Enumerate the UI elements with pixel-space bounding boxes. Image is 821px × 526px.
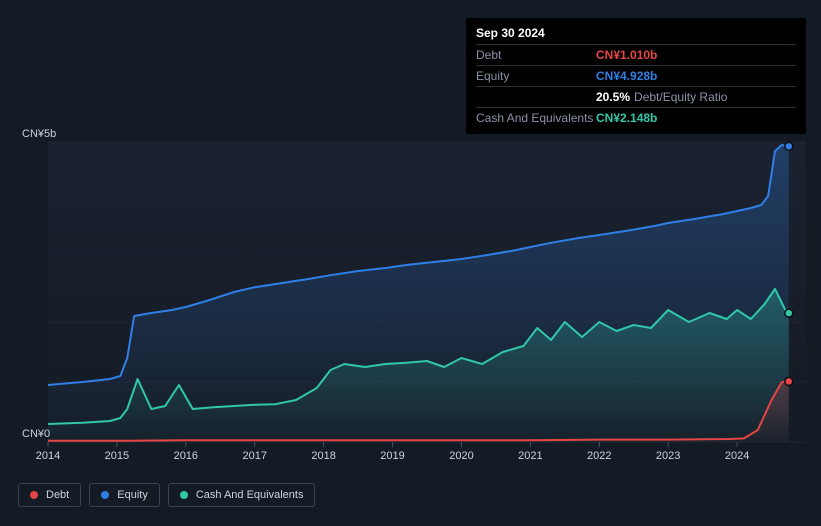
x-axis-label: 2021 bbox=[518, 450, 542, 462]
legend-item-cash-and-equivalents[interactable]: Cash And Equivalents bbox=[168, 483, 316, 507]
x-axis-label: 2014 bbox=[36, 450, 60, 462]
tooltip-value: 20.5%Debt/Equity Ratio bbox=[596, 90, 727, 104]
y-axis-label: CN¥0 bbox=[22, 428, 50, 440]
y-axis-label: CN¥5b bbox=[22, 128, 56, 140]
tooltip-suffix: Debt/Equity Ratio bbox=[634, 90, 727, 104]
legend-dot bbox=[180, 491, 188, 499]
tooltip-row: Cash And EquivalentsCN¥2.148b bbox=[476, 107, 796, 128]
tooltip-value: CN¥4.928b bbox=[596, 69, 657, 83]
legend-item-debt[interactable]: Debt bbox=[18, 483, 81, 507]
legend-label: Cash And Equivalents bbox=[196, 489, 304, 501]
legend-label: Debt bbox=[46, 489, 69, 501]
legend-dot bbox=[101, 491, 109, 499]
x-axis-label: 2019 bbox=[380, 450, 404, 462]
tooltip-label: Debt bbox=[476, 48, 596, 62]
x-axis-label: 2023 bbox=[656, 450, 680, 462]
tooltip-label: Equity bbox=[476, 69, 596, 83]
tooltip-label: Cash And Equivalents bbox=[476, 111, 596, 125]
data-tooltip: Sep 30 2024 DebtCN¥1.010bEquityCN¥4.928b… bbox=[466, 18, 806, 134]
legend-dot bbox=[30, 491, 38, 499]
tooltip-label bbox=[476, 90, 596, 104]
x-axis-label: 2018 bbox=[311, 450, 335, 462]
x-axis-labels: 2014 2015 2016 2017 2018 2019 2020 2021 2022 2023… bbox=[0, 450, 821, 470]
x-axis-label: 2015 bbox=[105, 450, 129, 462]
x-axis-label: 2022 bbox=[587, 450, 611, 462]
legend-label: Equity bbox=[117, 489, 148, 501]
x-axis-label: 2020 bbox=[449, 450, 473, 462]
x-axis-label: 2024 bbox=[725, 450, 749, 462]
legend-item-equity[interactable]: Equity bbox=[89, 483, 160, 507]
tooltip-row: 20.5%Debt/Equity Ratio bbox=[476, 86, 796, 107]
legend: Debt Equity Cash And Equivalents bbox=[18, 483, 315, 507]
x-axis-label: 2017 bbox=[242, 450, 266, 462]
x-axis-label: 2016 bbox=[174, 450, 198, 462]
tooltip-value: CN¥2.148b bbox=[596, 111, 657, 125]
tooltip-value: CN¥1.010b bbox=[596, 48, 657, 62]
tooltip-row: EquityCN¥4.928b bbox=[476, 65, 796, 86]
tooltip-date: Sep 30 2024 bbox=[476, 26, 796, 40]
tooltip-row: DebtCN¥1.010b bbox=[476, 44, 796, 65]
